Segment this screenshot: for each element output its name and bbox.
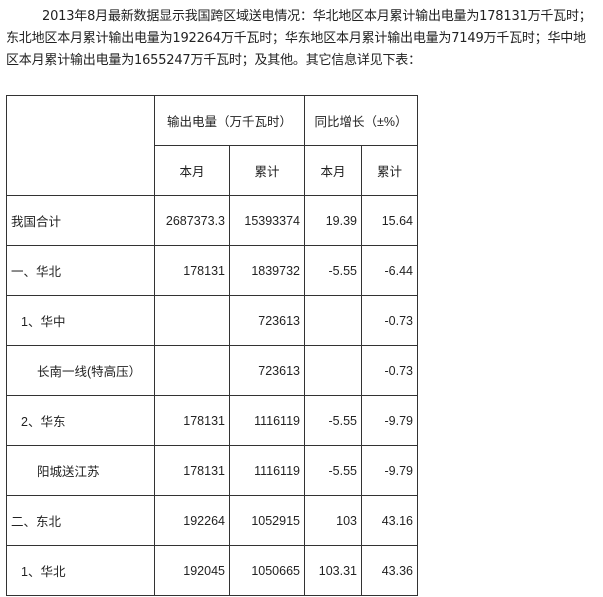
row-value: [304, 295, 362, 346]
row-value: [154, 295, 230, 346]
row-value: -0.73: [361, 345, 418, 396]
intro-paragraph: 2013年8月最新数据显示我国跨区域送电情况：华北地区本月累计输出电量为1781…: [6, 9, 592, 68]
row-value: 1052915: [229, 495, 305, 546]
row-label: 1、华北: [6, 545, 155, 596]
row-value: -5.55: [304, 445, 362, 496]
row-label: 一、华北: [6, 245, 155, 296]
row-value: -9.79: [361, 395, 418, 446]
row-value: 19.39: [304, 195, 362, 246]
header-output-month: 本月: [154, 145, 230, 196]
row-value: -5.55: [304, 395, 362, 446]
table-row: 一、华北 178131 1839732 -5.55 -6.44: [6, 245, 418, 296]
row-value: 103: [304, 495, 362, 546]
table-row: 2、华东 178131 1116119 -5.55 -9.79: [6, 395, 418, 446]
row-value: 1839732: [229, 245, 305, 296]
header-growth-cumulative: 累计: [361, 145, 418, 196]
row-value: 723613: [229, 345, 305, 396]
table-row: 二、东北 192264 1052915 103 43.16: [6, 495, 418, 546]
row-value: 2687373.3: [154, 195, 230, 246]
row-label: 我国合计: [6, 195, 155, 246]
header-output-cumulative: 累计: [229, 145, 305, 196]
row-label: 1、华中: [6, 295, 155, 346]
table-row: 1、华北 192045 1050665 103.31 43.36: [6, 545, 418, 596]
table-row: 我国合计 2687373.3 15393374 19.39 15.64: [6, 195, 418, 246]
row-label: 2、华东: [6, 395, 155, 446]
row-value: [304, 345, 362, 396]
row-value: -0.73: [361, 295, 418, 346]
row-value: 15.64: [361, 195, 418, 246]
row-label: 长南一线(特高压）: [6, 345, 155, 396]
row-value: [154, 345, 230, 396]
row-value: 1050665: [229, 545, 305, 596]
row-value: 178131: [154, 395, 230, 446]
header-empty-cell: [6, 95, 155, 196]
row-value: 192264: [154, 495, 230, 546]
row-label: 二、东北: [6, 495, 155, 546]
row-value: -9.79: [361, 445, 418, 496]
row-label: 阳城送江苏: [6, 445, 155, 496]
row-value: 15393374: [229, 195, 305, 246]
power-transmission-table: 输出电量（万千瓦时） 同比增长（±%） 本月 累计 本月 累计 我国合计 2687…: [6, 95, 418, 596]
row-value: 178131: [154, 245, 230, 296]
row-value: 178131: [154, 445, 230, 496]
row-value: -5.55: [304, 245, 362, 296]
row-value: -6.44: [361, 245, 418, 296]
header-row-1: 输出电量（万千瓦时） 同比增长（±%）: [6, 95, 418, 196]
table-row: 长南一线(特高压） 723613 -0.73: [6, 345, 418, 396]
header-row-2: 本月 累计 本月 累计: [7, 145, 418, 196]
row-value: 43.16: [361, 495, 418, 546]
row-value: 192045: [154, 545, 230, 596]
table-row: 阳城送江苏 178131 1116119 -5.55 -9.79: [6, 445, 418, 496]
header-output-group: 输出电量（万千瓦时）: [154, 95, 305, 146]
row-value: 1116119: [229, 445, 305, 496]
row-value: 43.36: [361, 545, 418, 596]
row-value: 1116119: [229, 395, 305, 446]
table-row: 1、华中 723613 -0.73: [6, 295, 418, 346]
header-growth-group: 同比增长（±%）: [304, 95, 418, 146]
row-value: 103.31: [304, 545, 362, 596]
header-growth-month: 本月: [304, 145, 362, 196]
row-value: 723613: [229, 295, 305, 346]
